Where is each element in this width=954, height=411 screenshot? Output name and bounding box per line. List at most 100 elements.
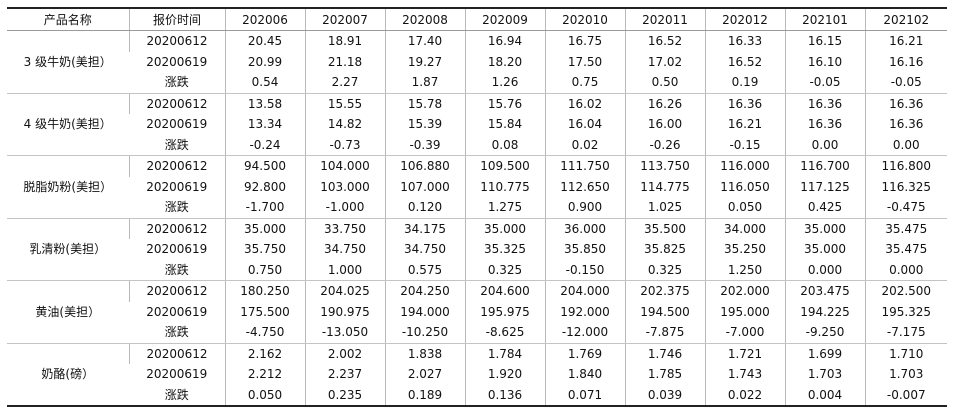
quote-time-cell: 20200612 [128, 218, 225, 239]
value-cell: 19.27 [384, 51, 465, 72]
value-cell: 35.475 [864, 218, 947, 239]
value-cell: 35.325 [464, 239, 545, 260]
value-cell: 0.425 [784, 197, 865, 219]
value-cell: 1.721 [704, 343, 785, 364]
value-cell: 16.21 [864, 30, 947, 52]
value-cell: 202.000 [704, 280, 785, 302]
value-cell: 112.650 [544, 176, 625, 197]
value-cell: -0.150 [544, 259, 625, 281]
value-cell: 16.00 [624, 114, 705, 135]
value-cell: 16.26 [624, 93, 705, 114]
value-cell: 35.000 [464, 218, 545, 239]
value-cell: -12.000 [544, 322, 625, 344]
quote-time-cell: 涨跌 [129, 384, 225, 407]
value-cell: 16.16 [864, 51, 947, 72]
quote-time-cell: 20200619 [146, 367, 208, 382]
value-cell: 0.900 [544, 197, 625, 219]
value-cell: 1.769 [544, 343, 625, 364]
value-cell: 15.84 [464, 114, 545, 135]
value-cell: 16.75 [544, 30, 625, 52]
value-cell: -0.73 [304, 134, 385, 156]
table-row: 20200619 20.99 21.18 19.27 18.20 17.50 17.02 16… [7, 51, 947, 72]
value-cell: 92.800 [224, 176, 305, 197]
value-cell: 194.500 [624, 301, 705, 322]
value-cell: 21.18 [304, 51, 385, 72]
value-cell: 194.000 [384, 301, 465, 322]
value-cell: 111.750 [544, 155, 625, 177]
value-cell: 34.750 [304, 239, 385, 260]
value-cell: 190.975 [304, 301, 385, 322]
value-cell: -0.475 [864, 197, 947, 219]
value-cell: 1.743 [704, 364, 785, 385]
value-cell: 35.850 [544, 239, 625, 260]
value-cell: 0.022 [704, 384, 785, 407]
value-cell: 1.025 [624, 197, 705, 219]
value-cell: 0.235 [304, 384, 385, 407]
value-cell: 14.82 [304, 114, 385, 135]
value-cell: 195.000 [704, 301, 785, 322]
header-quote-time: 报价时间 [128, 7, 225, 31]
value-cell: 2.002 [304, 343, 385, 364]
value-cell: 34.750 [384, 239, 465, 260]
value-cell: -0.007 [864, 384, 947, 407]
value-cell: 16.10 [784, 51, 865, 72]
value-cell: -10.250 [384, 322, 465, 344]
value-cell: 0.050 [704, 197, 785, 219]
value-cell: 195.325 [864, 301, 947, 322]
value-cell: 1.785 [624, 364, 705, 385]
value-cell: 35.250 [704, 239, 785, 260]
value-cell: 109.500 [464, 155, 545, 177]
value-cell: 16.36 [784, 93, 865, 114]
value-cell: 204.600 [464, 280, 545, 302]
value-cell: 180.250 [224, 280, 305, 302]
value-cell: 2.237 [304, 364, 385, 385]
value-cell: 104.000 [304, 155, 385, 177]
value-cell: 20.45 [224, 30, 305, 52]
quote-time-cell: 涨跌 [129, 72, 225, 94]
value-cell: 194.225 [784, 301, 865, 322]
dairy-price-table: 产品名称 报价时间 202006 202007 202008 202009 202010 20… [7, 7, 947, 407]
table-row: 20200619 175.500 190.975 194.000 195.975 192.… [7, 301, 947, 322]
value-cell: 0.50 [624, 72, 705, 94]
value-cell: 204.250 [384, 280, 465, 302]
table-row: 20200619 13.34 14.82 15.39 15.84 16.04 16.00 16… [7, 114, 947, 135]
value-cell: 15.78 [384, 93, 465, 114]
value-cell: 35.000 [784, 239, 865, 260]
value-cell: -1.700 [224, 197, 305, 219]
value-cell: -0.15 [704, 134, 785, 156]
table-row: 涨跌 -1.700 -1.000 0.120 1.275 0.900 1.025 0.050 0… [7, 197, 947, 219]
value-cell: 110.775 [464, 176, 545, 197]
header-month-202101: 202101 [784, 7, 865, 31]
table-row: 20200619 35.750 34.750 34.750 35.325 35.850 35… [7, 239, 947, 260]
value-cell: 17.40 [384, 30, 465, 52]
value-cell: 0.120 [384, 197, 465, 219]
table-row: 涨跌 0.050 0.235 0.189 0.136 0.071 0.039 0.022 0.0… [7, 384, 947, 407]
value-cell: 107.000 [384, 176, 465, 197]
product-name-cell: 黄油(美担） [7, 280, 129, 344]
table-header: 产品名称 报价时间 202006 202007 202008 202009 202010 20… [7, 7, 947, 31]
value-cell: 1.26 [464, 72, 545, 94]
value-cell: 18.91 [304, 30, 385, 52]
value-cell: 16.36 [864, 93, 947, 114]
table-row: 黄油(美担） 20200612 180.250 204.025 204.250 204.6… [7, 280, 947, 344]
value-cell: 1.784 [464, 343, 545, 364]
value-cell: 0.54 [224, 72, 305, 94]
quote-time-cell: 20200612 [128, 30, 225, 52]
value-cell: 0.08 [464, 134, 545, 156]
value-cell: 2.162 [224, 343, 305, 364]
value-cell: 2.027 [384, 364, 465, 385]
quote-time-cell: 20200619 [146, 179, 208, 194]
value-cell: 1.703 [784, 364, 865, 385]
quote-time-cell: 20200612 [128, 343, 225, 364]
table-row: 脱脂奶粉(美担） 20200612 94.500 104.000 106.880 109.… [7, 155, 947, 219]
value-cell: 2.27 [304, 72, 385, 94]
value-cell: 1.000 [304, 259, 385, 281]
value-cell: 0.750 [224, 259, 305, 281]
value-cell: 1.275 [464, 197, 545, 219]
value-cell: 113.750 [624, 155, 705, 177]
header-month-202007: 202007 [304, 7, 385, 31]
product-name-cell: 乳清粉(美担） [7, 218, 129, 281]
header-month-202008: 202008 [384, 7, 465, 31]
product-name-cell: 奶酪(磅） [7, 343, 129, 407]
value-cell: 16.52 [704, 51, 785, 72]
